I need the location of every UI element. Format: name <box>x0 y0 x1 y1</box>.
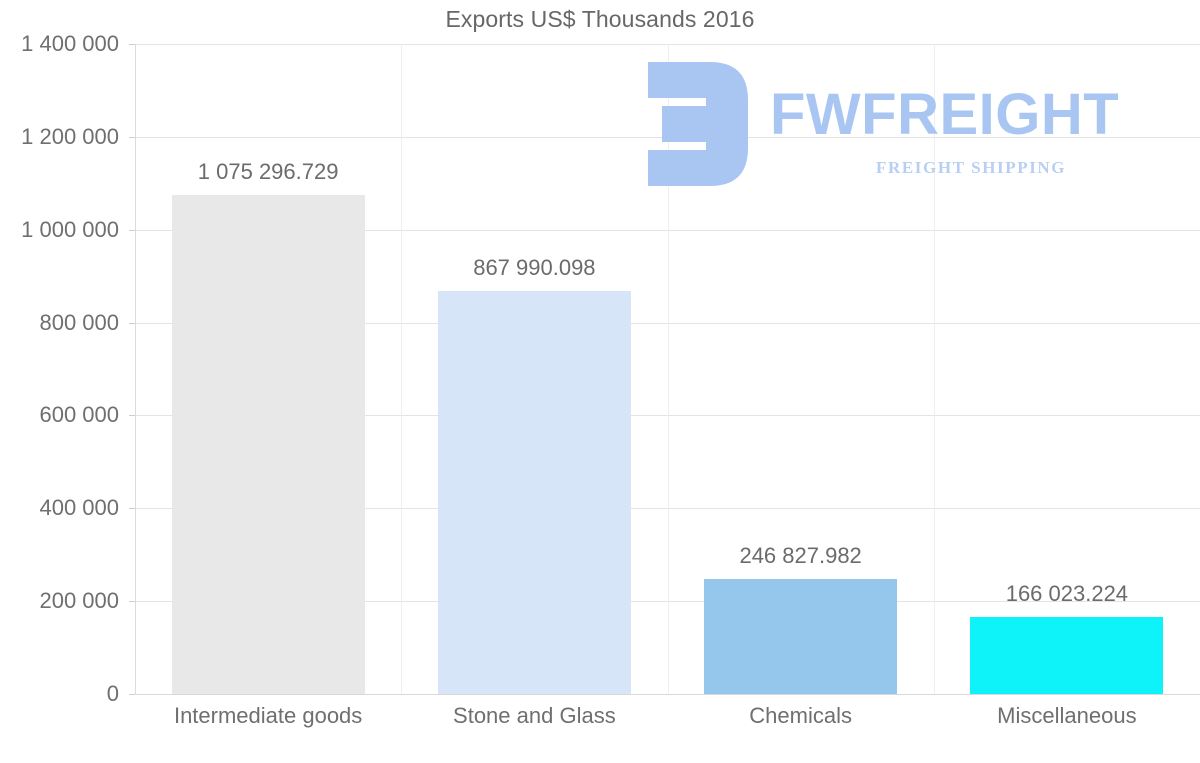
y-axis-label: 1 400 000 <box>21 31 119 56</box>
bar-1[interactable] <box>172 195 365 694</box>
bar-value-label: 166 023.224 <box>1005 580 1129 606</box>
gridline <box>135 323 1200 324</box>
y-axis-label: 400 000 <box>39 495 119 521</box>
y-axis-label: 200 000 <box>39 588 119 614</box>
y-axis-tick <box>129 601 135 602</box>
y-axis-tick <box>129 137 135 138</box>
x-axis-label: Intermediate goods <box>173 703 363 728</box>
y-axis-tick <box>129 323 135 324</box>
y-axis-tick <box>129 230 135 231</box>
y-axis-label: 600 000 <box>39 402 119 428</box>
x-axis-label: Chemicals <box>749 703 852 728</box>
bar-value-label: 246 827.982 <box>739 543 862 569</box>
axis-separator <box>401 44 402 694</box>
y-axis-label: 1 200 000 <box>21 123 119 149</box>
x-axis-label: Stone and Glass <box>453 703 616 728</box>
axis-separator <box>668 44 669 694</box>
chart-title: Exports US$ Thousands 2016 <box>445 6 755 32</box>
y-axis-label: 0 <box>106 681 119 706</box>
y-axis-label: 800 000 <box>39 309 119 335</box>
gridline <box>135 694 1200 695</box>
gridline <box>135 230 1200 231</box>
gridline <box>135 44 1200 45</box>
bar-2[interactable] <box>438 291 631 694</box>
y-axis-tick <box>129 415 135 416</box>
bar-4[interactable] <box>970 617 1163 694</box>
gridline <box>135 508 1200 509</box>
y-axis-label: 1 000 000 <box>21 216 119 242</box>
gridline <box>135 415 1200 416</box>
x-axis-label: Miscellaneous <box>997 703 1137 728</box>
y-axis-tick <box>129 694 135 695</box>
y-axis-tick <box>129 508 135 509</box>
y-axis-tick <box>129 44 135 45</box>
bar-value-label: 867 990.098 <box>473 255 596 280</box>
plot-area <box>129 44 1200 695</box>
gridline <box>135 601 1200 602</box>
axis-separator <box>135 44 136 694</box>
bar-value-label: 1 075 296.729 <box>197 158 339 184</box>
axis-separator <box>934 44 935 694</box>
bar-3[interactable] <box>704 579 897 694</box>
